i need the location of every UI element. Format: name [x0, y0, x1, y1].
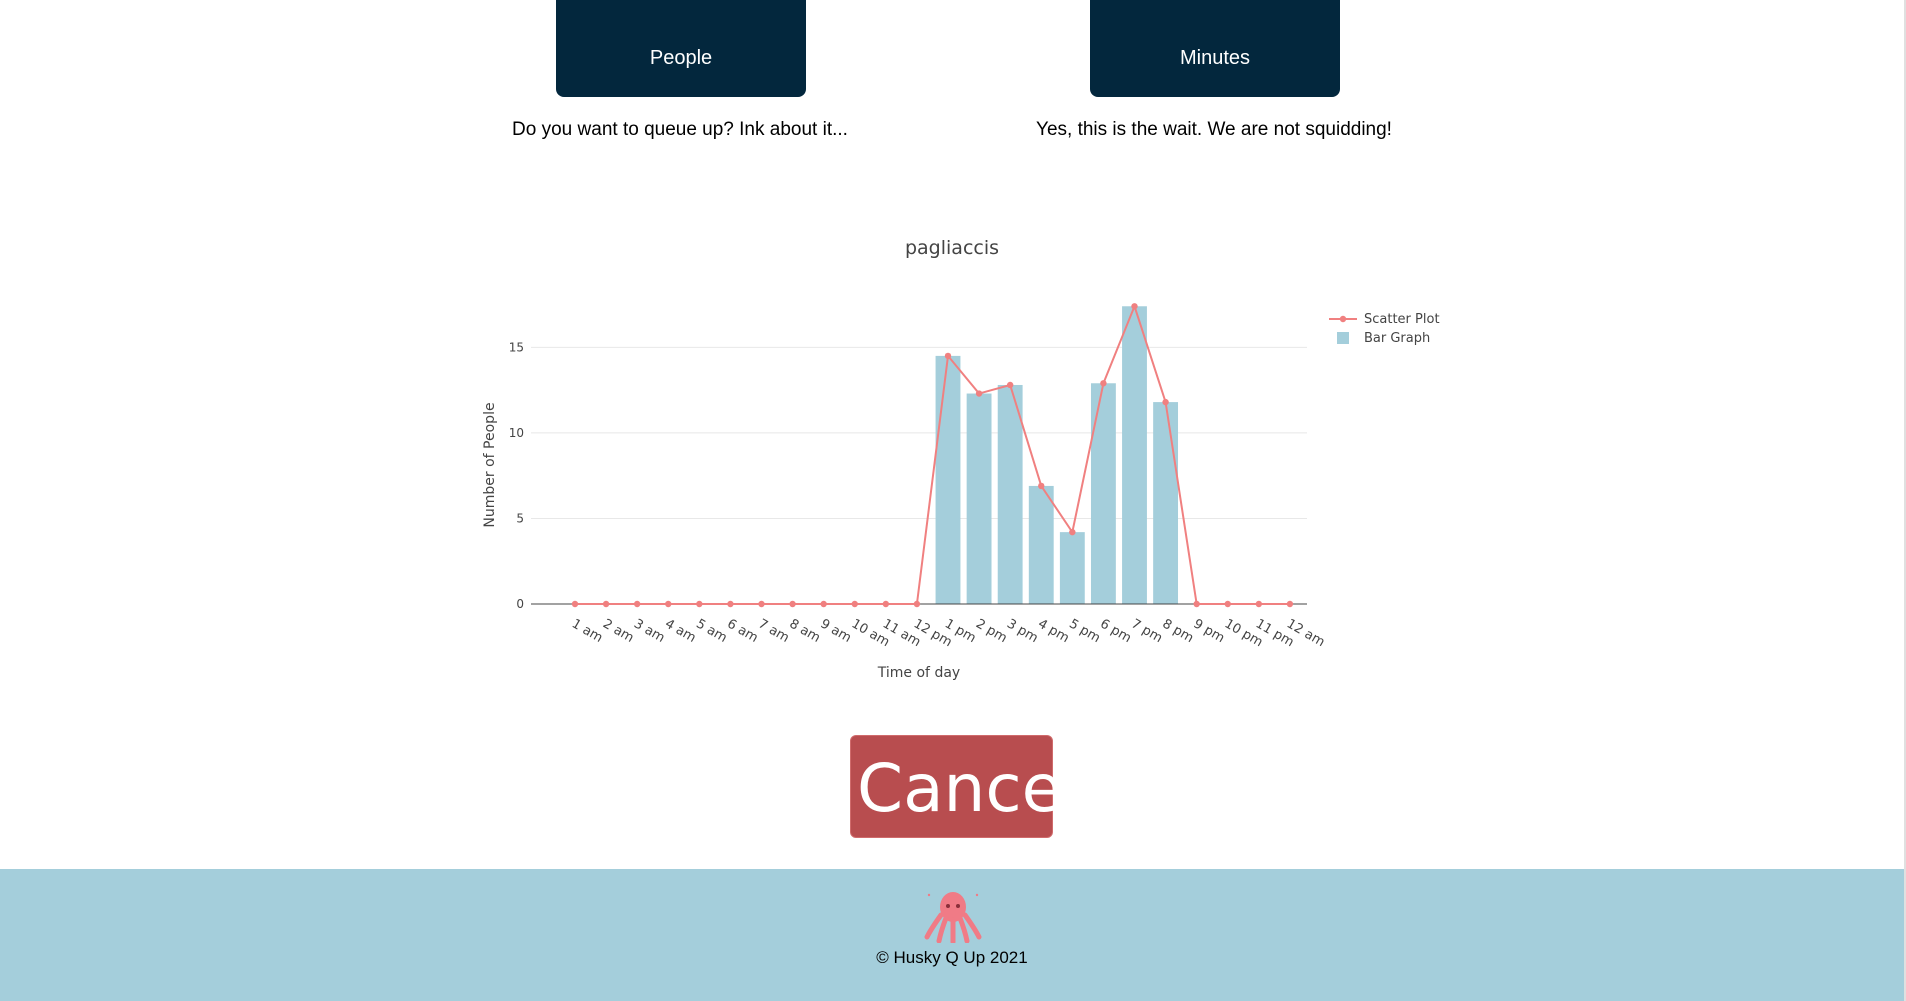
line-point: [882, 600, 890, 608]
line-point: [1131, 303, 1138, 310]
y-tick-label: 5: [516, 511, 524, 525]
page-scrollbar[interactable]: [1904, 0, 1906, 1001]
line-point: [1006, 381, 1014, 389]
x-tick-label: 3 pm: [1004, 616, 1040, 646]
chart-title-text: pagliaccis: [904, 237, 1000, 259]
line-point: [1038, 482, 1045, 490]
x-tick-label: 8 am: [787, 616, 823, 646]
y-axis-title: Number of People: [482, 402, 498, 527]
line-point: [1162, 398, 1169, 406]
bar-mark: [1059, 532, 1085, 604]
bar-mark: [1028, 485, 1054, 604]
x-tick-label: 5 pm: [1066, 616, 1102, 646]
x-tick-label: 6 pm: [1097, 616, 1133, 646]
y-tick-label: 10: [509, 426, 524, 440]
y-tick-label: 15: [509, 340, 524, 354]
line-point: [913, 600, 921, 608]
cancel-button[interactable]: Cancel: [850, 735, 1081, 838]
bar-mark: [935, 355, 961, 604]
legend-label-bar: Bar Graph: [1364, 331, 1430, 346]
bar-mark: [1122, 306, 1147, 604]
x-tick-label: 5 am: [693, 616, 729, 646]
bar-mark: [1090, 383, 1116, 604]
line-point: [727, 600, 734, 608]
x-tick-label: 4 pm: [1035, 616, 1071, 646]
line-point: [1255, 600, 1263, 608]
x-tick-label: 8 pm: [1160, 616, 1196, 646]
x-axis-title: Time of day: [877, 665, 960, 681]
line-point: [1069, 528, 1076, 536]
x-tick-label: 4 am: [662, 616, 698, 646]
footer-copyright: © Husky Q Up 2021: [876, 948, 1028, 967]
people-caption: Do you want to queue up? Ink about it...: [512, 119, 848, 140]
x-tick-label: 2 pm: [973, 616, 1009, 646]
legend-bar-swatch: [1337, 332, 1349, 344]
line-point: [1193, 600, 1200, 608]
line-point: [696, 600, 703, 608]
legend-label-scatter: Scatter Plot: [1364, 312, 1440, 327]
line-point: [1224, 600, 1231, 608]
line-point: [633, 600, 641, 608]
line-point: [571, 600, 579, 608]
line-point: [975, 390, 983, 397]
line-point: [758, 600, 765, 608]
minutes-label: Minutes: [1179, 47, 1251, 69]
x-tick-label: 9 pm: [1191, 616, 1227, 646]
x-tick-label: 9 am: [818, 616, 854, 646]
y-tick-label: 0: [516, 597, 524, 611]
minutes-caption: Yes, this is the wait. We are not squidd…: [1036, 119, 1392, 140]
legend-line-marker: [1339, 315, 1347, 323]
line-point: [665, 600, 672, 608]
squid-logo-icon: [924, 892, 982, 943]
x-tick-label: 3 am: [631, 616, 667, 646]
line-point: [602, 600, 610, 608]
people-count-card: People: [556, 0, 806, 97]
bar-mark: [966, 393, 992, 604]
line-point: [851, 600, 858, 608]
x-tick-label: 2 am: [600, 616, 636, 646]
footer: © Husky Q Up 2021: [0, 869, 1904, 1001]
bar-mark: [1153, 402, 1179, 604]
people-label: People: [649, 47, 713, 69]
bar-mark: [997, 384, 1023, 604]
minutes-wait-card: Minutes: [1090, 0, 1340, 97]
line-point: [789, 600, 796, 608]
line-series: [575, 303, 1290, 605]
x-tick-label: 7 pm: [1129, 616, 1165, 646]
line-point: [1100, 380, 1107, 387]
line-point: [944, 352, 952, 360]
x-tick-label: 1 am: [569, 616, 605, 646]
line-point: [820, 600, 827, 608]
line-point: [1286, 600, 1294, 608]
x-tick-label: 6 am: [724, 616, 760, 646]
x-tick-label: 7 am: [756, 616, 792, 646]
